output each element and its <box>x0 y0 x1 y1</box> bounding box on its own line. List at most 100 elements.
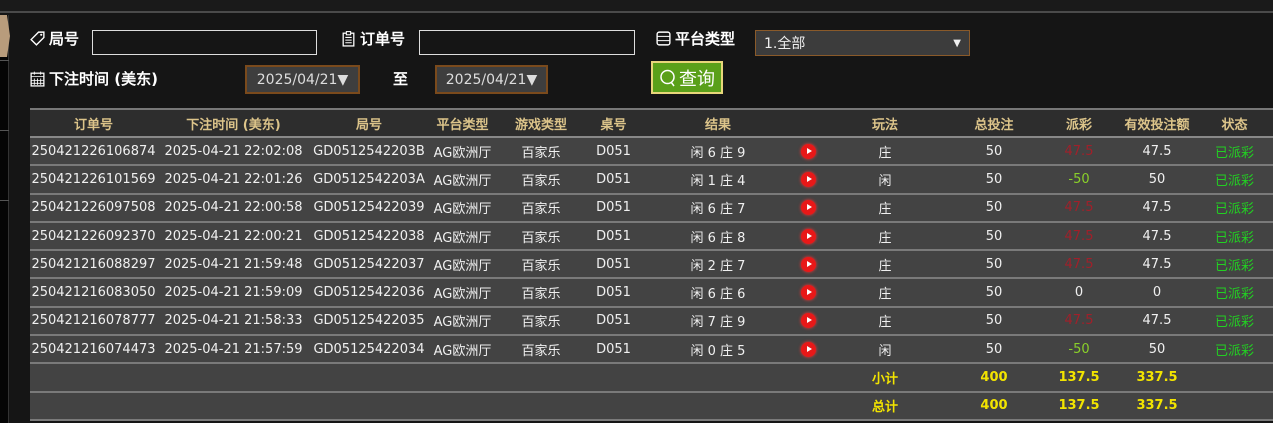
payout-cell: 47.5 <box>1040 306 1118 337</box>
round-cell: GD05125422035 <box>310 306 428 337</box>
table-row: 250421216078777 2025-04-21 21:58:33 GD0512… <box>30 306 1273 337</box>
platform-cell: AG欧洲厅 <box>428 278 497 308</box>
play-video-icon[interactable] <box>800 313 816 329</box>
table-row: 250421226092370 2025-04-21 22:00:21 GD0512… <box>30 221 1273 252</box>
calendar-icon <box>30 71 45 87</box>
valid-cell: 50 <box>1118 335 1196 365</box>
game-cell: 百家乐 <box>497 137 585 167</box>
bet-cell: 50 <box>948 278 1040 308</box>
table-row: 250421216083050 2025-04-21 21:59:09 GD0512… <box>30 278 1273 308</box>
round-input[interactable] <box>92 30 317 55</box>
col-bet: 总投注 <box>948 108 1040 138</box>
play-video-icon[interactable] <box>800 143 816 159</box>
video-cell <box>794 250 822 280</box>
time-cell: 2025-04-21 22:00:21 <box>157 221 310 252</box>
round-cell: GD05125422039 <box>310 193 428 223</box>
time-cell: 2025-04-21 21:59:09 <box>157 278 310 308</box>
video-cell <box>794 165 822 195</box>
valid-cell: 47.5 <box>1118 137 1196 167</box>
order-cell: 250421216088297 <box>30 250 157 280</box>
sidebar-active-tab[interactable] <box>0 15 10 57</box>
status-cell: 已派彩 <box>1196 193 1273 223</box>
order-cell: 250421216083050 <box>30 278 157 308</box>
play-video-icon[interactable] <box>800 171 816 187</box>
round-cell: GD0512542203A <box>310 165 428 195</box>
col-payout: 派彩 <box>1040 108 1118 138</box>
game-cell: 百家乐 <box>497 165 585 195</box>
col-valid: 有效投注额 <box>1118 108 1196 138</box>
bet-cell: 50 <box>948 137 1040 167</box>
table-cell: D051 <box>585 250 642 280</box>
video-cell <box>794 137 822 167</box>
order-cell: 250421226101569 <box>30 165 157 195</box>
to-label: 至 <box>393 70 409 88</box>
play-cell: 庄 <box>822 306 948 337</box>
platform-cell: AG欧洲厅 <box>428 165 497 195</box>
order-label: 订单号 <box>340 28 405 49</box>
play-video-icon[interactable] <box>800 256 816 272</box>
platform-cell: AG欧洲厅 <box>428 250 497 280</box>
result-cell: 闲 0 庄 5 <box>642 335 794 365</box>
table-cell: D051 <box>585 137 642 167</box>
play-cell: 闲 <box>822 335 948 365</box>
date-from-select[interactable]: 2025/04/21▼ <box>245 65 360 94</box>
list-icon <box>656 31 671 46</box>
play-video-icon[interactable] <box>800 200 816 216</box>
table-cell: D051 <box>585 306 642 337</box>
valid-cell: 47.5 <box>1118 250 1196 280</box>
play-cell: 庄 <box>822 221 948 252</box>
total-bet: 400 <box>948 391 1040 421</box>
chevron-down-icon: ▼ <box>953 37 961 49</box>
total-payout: 137.5 <box>1040 391 1118 421</box>
valid-cell: 47.5 <box>1118 306 1196 337</box>
result-cell: 闲 6 庄 7 <box>642 193 794 223</box>
time-label: 下注时间 (美东) <box>29 68 158 89</box>
col-round: 局号 <box>310 108 428 138</box>
total-valid: 337.5 <box>1118 391 1196 421</box>
divider <box>0 200 9 201</box>
platform-cell: AG欧洲厅 <box>428 221 497 252</box>
round-cell: GD0512542203B <box>310 137 428 167</box>
table-cell: D051 <box>585 278 642 308</box>
round-cell: GD05125422036 <box>310 278 428 308</box>
platform-select[interactable]: 1.全部 ▼ <box>755 30 970 56</box>
col-table: 桌号 <box>585 108 642 138</box>
payout-cell: 47.5 <box>1040 250 1118 280</box>
play-cell: 庄 <box>822 250 948 280</box>
game-cell: 百家乐 <box>497 221 585 252</box>
time-cell: 2025-04-21 21:58:33 <box>157 306 310 337</box>
subtotal-valid: 337.5 <box>1118 363 1196 393</box>
bet-cell: 50 <box>948 193 1040 223</box>
search-icon <box>660 69 675 86</box>
subtotal-label: 小计 <box>822 363 948 393</box>
order-cell: 250421226097508 <box>30 193 157 223</box>
table-header-row: 订单号 下注时间 (美东) 局号 平台类型 游戏类型 桌号 结果 玩法 总投注 … <box>30 108 1273 138</box>
date-to-select[interactable]: 2025/04/21▼ <box>435 65 548 94</box>
platform-cell: AG欧洲厅 <box>428 137 497 167</box>
subtotal-row: 小计 400 137.5 337.5 <box>30 363 1273 393</box>
payout-cell: 47.5 <box>1040 221 1118 252</box>
play-video-icon[interactable] <box>800 285 816 301</box>
table-row: 250421226101569 2025-04-21 22:01:26 GD0512… <box>30 165 1273 195</box>
play-cell: 闲 <box>822 165 948 195</box>
query-button[interactable]: 查询 <box>651 61 723 94</box>
time-cell: 2025-04-21 21:59:48 <box>157 250 310 280</box>
sidebar <box>0 15 9 423</box>
order-input[interactable] <box>419 30 635 55</box>
col-order: 订单号 <box>30 108 157 138</box>
bet-records-table: 订单号 下注时间 (美东) 局号 平台类型 游戏类型 桌号 结果 玩法 总投注 … <box>30 108 1273 421</box>
time-cell: 2025-04-21 22:00:58 <box>157 193 310 223</box>
play-video-icon[interactable] <box>800 228 816 244</box>
divider <box>0 60 9 61</box>
result-cell: 闲 6 庄 9 <box>642 137 794 167</box>
top-bar <box>0 0 1273 13</box>
col-play: 玩法 <box>822 108 948 138</box>
play-video-icon[interactable] <box>800 341 816 357</box>
play-cell: 庄 <box>822 278 948 308</box>
time-cell: 2025-04-21 22:01:26 <box>157 165 310 195</box>
video-cell <box>794 278 822 308</box>
col-platform: 平台类型 <box>428 108 497 138</box>
table-cell: D051 <box>585 193 642 223</box>
result-cell: 闲 2 庄 7 <box>642 250 794 280</box>
table-row: 250421226106874 2025-04-21 22:02:08 GD0512… <box>30 137 1273 167</box>
